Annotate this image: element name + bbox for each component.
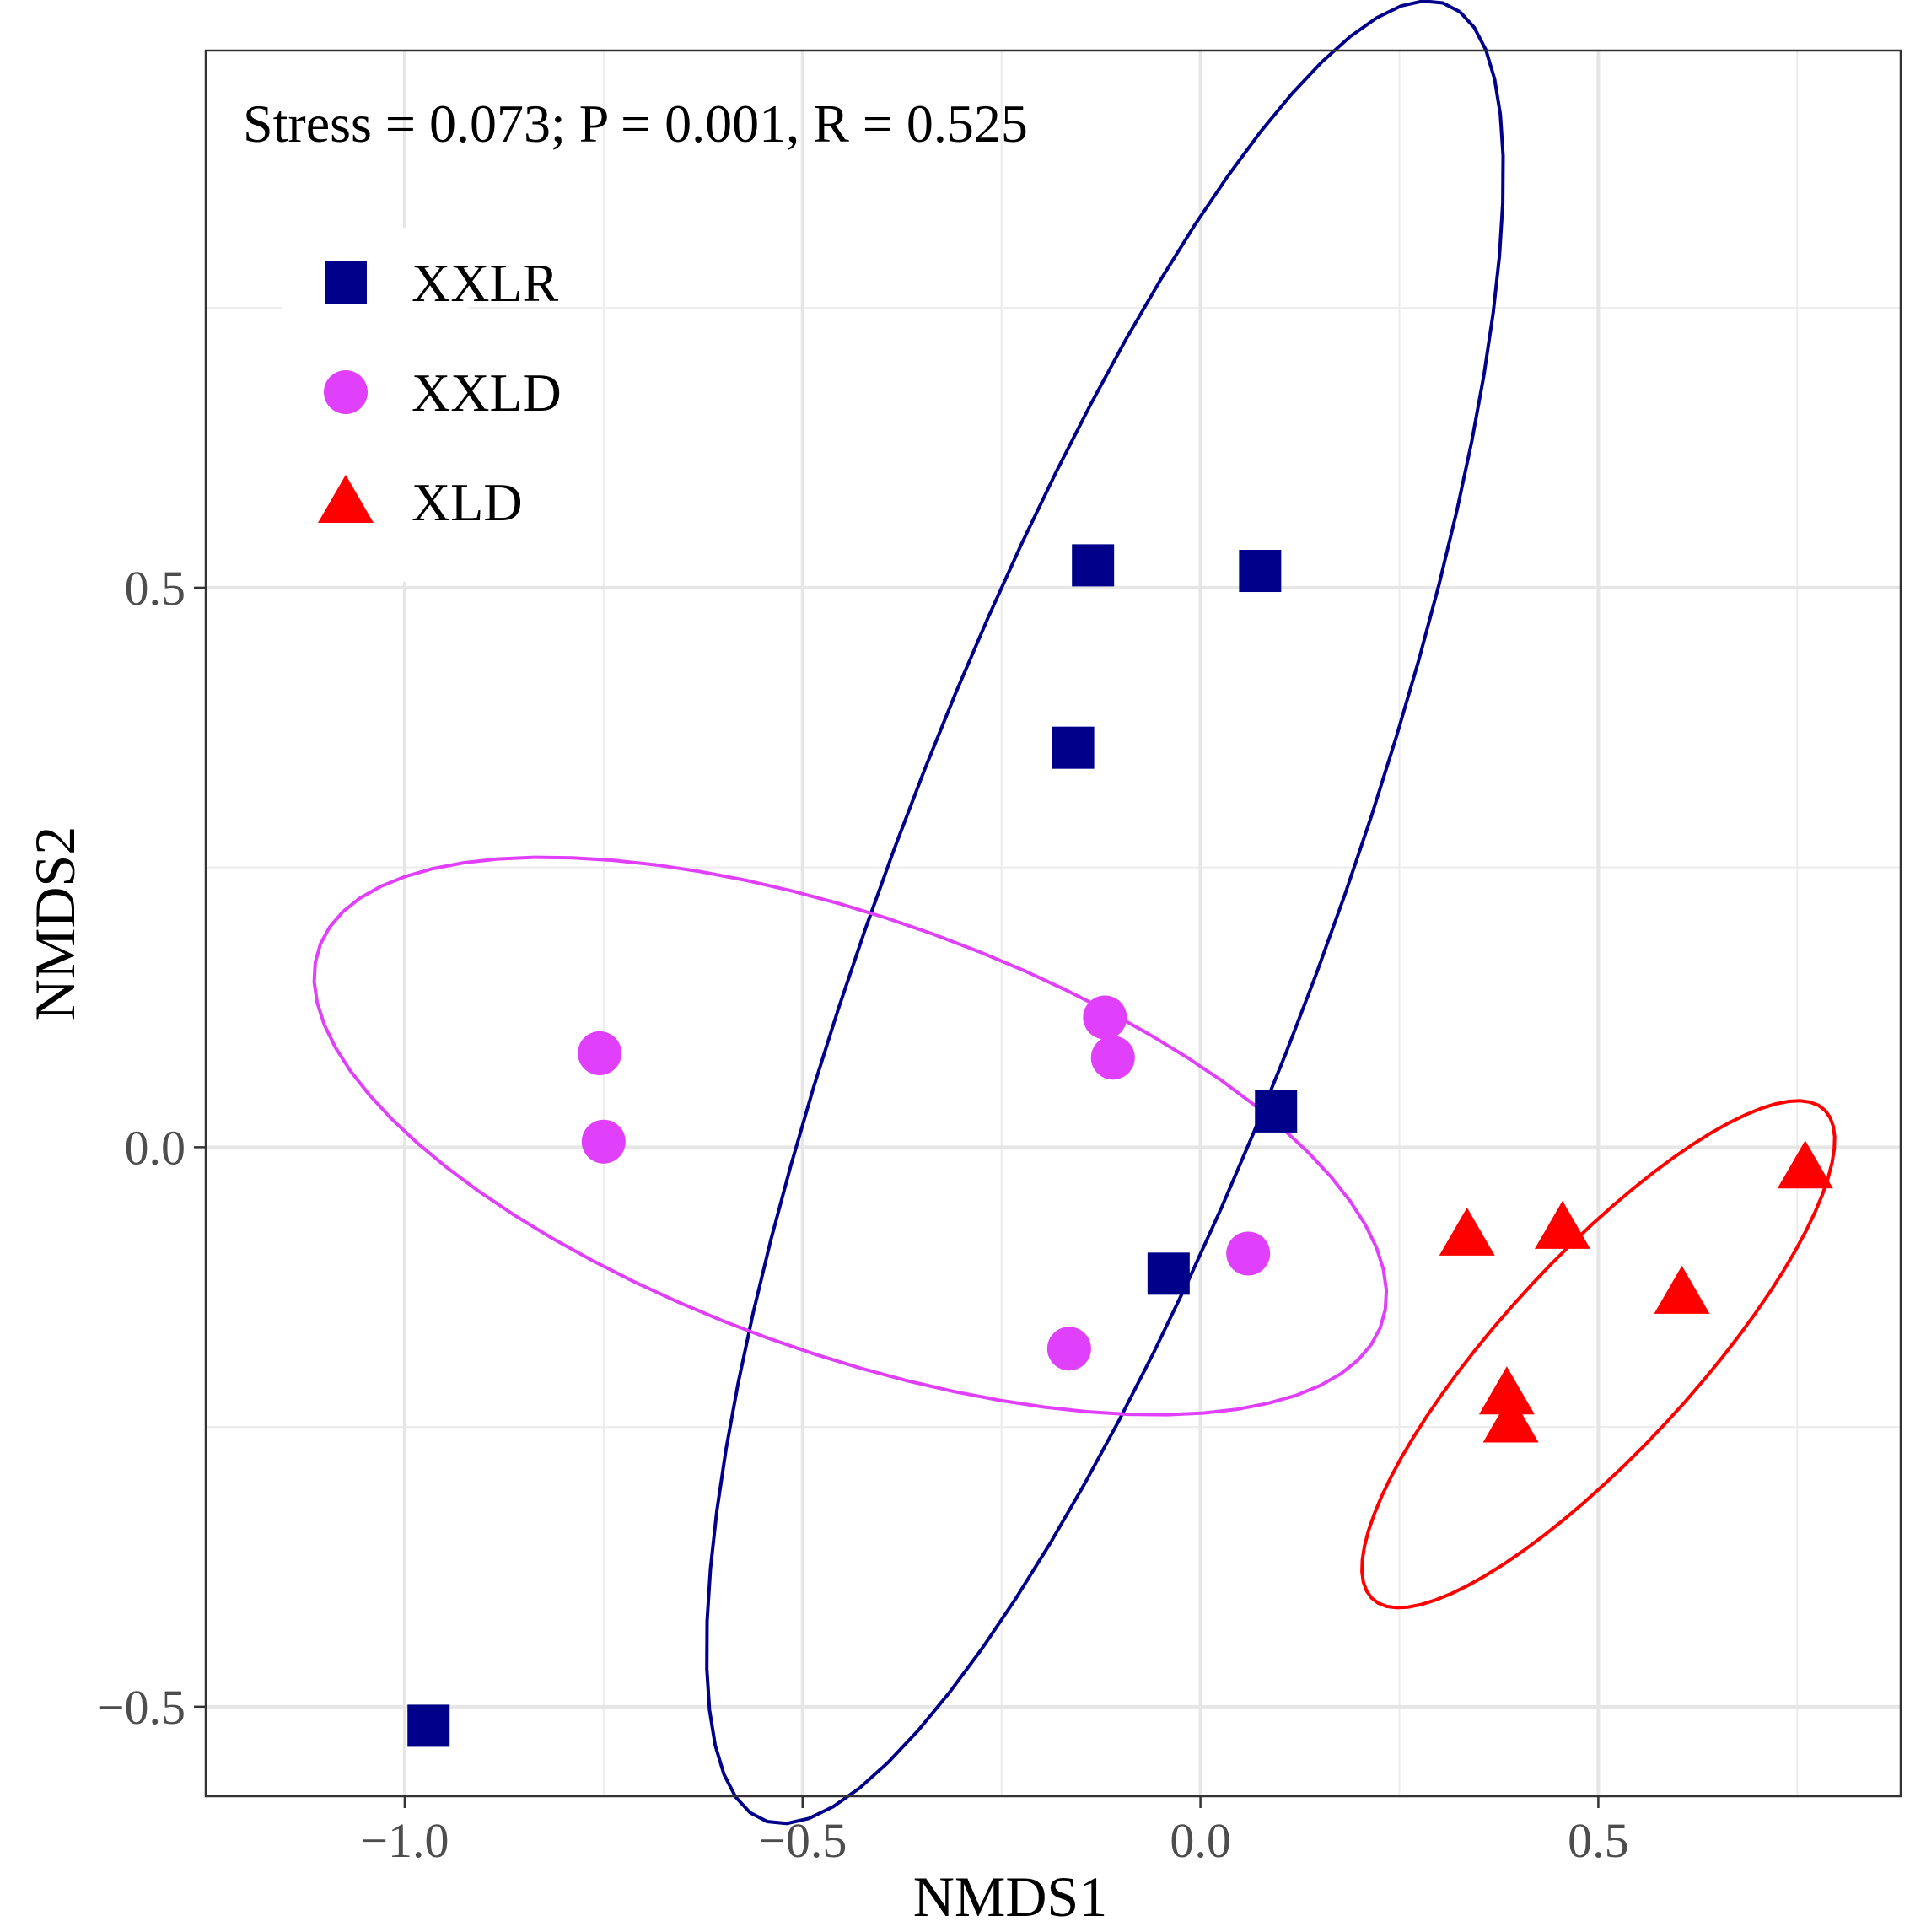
point-xld [1654, 1265, 1710, 1314]
point-xxld [1226, 1231, 1271, 1276]
point-xxlr [407, 1704, 450, 1747]
point-xxlr [1255, 1090, 1298, 1133]
point-xld [1482, 1394, 1539, 1443]
y-tick-label: 0.0 [125, 1120, 186, 1175]
legend: XXLR XXLD XLD [318, 253, 562, 532]
legend-key-xxlr [325, 261, 367, 304]
point-xxlr [1147, 1252, 1190, 1295]
stats-annotation: Stress = 0.073; P = 0.001, R = 0.525 [243, 94, 1028, 153]
legend-label-xxlr: XXLR [412, 253, 559, 313]
y-axis-title: NMDS2 [23, 826, 87, 1021]
data-points [407, 544, 1833, 1747]
legend-key-xxld [324, 370, 368, 414]
point-xxld [1046, 1327, 1091, 1371]
x-tick-label: 0.0 [1170, 1813, 1231, 1868]
x-tick-label: −0.5 [758, 1813, 847, 1868]
point-xxlr [1239, 550, 1282, 593]
point-xld [1777, 1140, 1833, 1189]
point-xld [1439, 1207, 1495, 1256]
confidence-ellipses [312, 0, 1837, 1826]
point-xxld [578, 1031, 622, 1075]
y-tick-label: 0.5 [125, 561, 186, 616]
ellipse-xxlr [705, 0, 1505, 1826]
axis-ticks: −1.0 −0.5 0.0 0.5 −0.5 0.0 0.5 [97, 561, 1629, 1868]
ellipse-xxld [312, 855, 1389, 1417]
point-xld [1478, 1366, 1535, 1415]
point-xld [1534, 1200, 1590, 1249]
legend-key-xld [318, 475, 374, 523]
x-tick-label: 0.5 [1568, 1813, 1629, 1868]
legend-label-xld: XLD [412, 472, 523, 532]
y-tick-label: −0.5 [97, 1680, 186, 1735]
legend-background [282, 228, 468, 582]
point-xxlr [1072, 544, 1115, 587]
point-xxlr [1052, 726, 1095, 769]
point-xxld [1083, 995, 1127, 1040]
ellipse-xld [1360, 1099, 1837, 1610]
point-xxld [1090, 1036, 1135, 1080]
x-tick-label: −1.0 [360, 1813, 449, 1868]
plot-panel-border [204, 49, 1902, 1798]
x-axis-title: NMDS1 [913, 1865, 1108, 1929]
point-xxld [581, 1119, 626, 1164]
plot-background [206, 51, 1901, 1796]
legend-label-xxld: XXLD [412, 363, 562, 422]
